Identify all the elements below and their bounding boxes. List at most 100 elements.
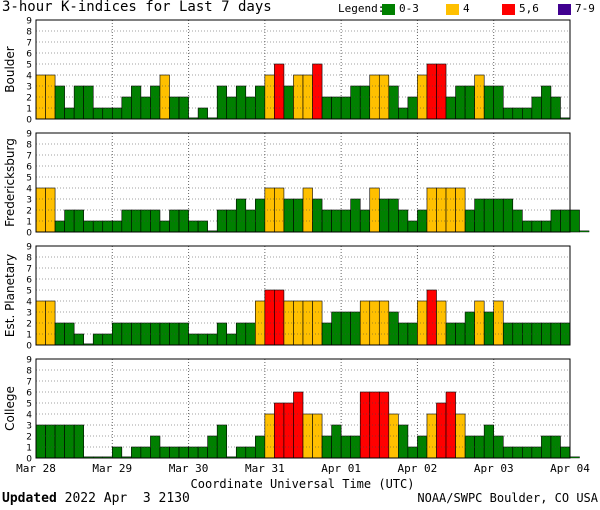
k-index-bar [426, 63, 437, 120]
x-tick-label: Apr 04 [550, 462, 590, 475]
k-index-bar [359, 209, 371, 233]
k-index-bar [245, 446, 256, 459]
k-index-bar [54, 424, 65, 459]
k-index-bar [350, 311, 361, 346]
k-index-bar [140, 322, 151, 346]
k-index-bar [216, 424, 228, 459]
k-index-bar [569, 456, 580, 459]
k-index-bar [45, 187, 56, 233]
k-index-bar [407, 322, 418, 346]
k-index-bar [502, 446, 514, 459]
k-index-bar [312, 63, 323, 120]
k-index-bar [111, 107, 123, 120]
k-index-bar [64, 424, 75, 459]
y-tick-label: 5 [26, 61, 32, 71]
legend-item-label: 4 [463, 2, 470, 15]
panel-frame [35, 19, 571, 120]
k-index-bar [417, 74, 428, 120]
y-tick-label: 2 [26, 320, 32, 330]
k-index-bar [150, 322, 161, 346]
k-index-bar [436, 402, 447, 459]
k-index-bar [92, 220, 104, 233]
k-index-bar [197, 220, 208, 233]
k-index-bar [531, 96, 542, 120]
k-index-bar [64, 107, 75, 120]
k-index-bar [169, 446, 180, 459]
k-index-bar [541, 85, 552, 120]
k-index-bar [522, 107, 533, 120]
k-index-bar [512, 209, 523, 233]
y-tick-label: 8 [26, 141, 32, 151]
k-index-bar [417, 209, 428, 233]
k-index-bar [73, 85, 84, 120]
k-index-bar [54, 220, 65, 233]
y-tick-label: 2 [26, 433, 32, 443]
k-index-bar [235, 85, 247, 120]
y-tick-label: 3 [26, 196, 32, 206]
k-index-bar [426, 289, 437, 346]
y-tick-label: 6 [26, 389, 32, 399]
k-index-bar [512, 322, 523, 346]
k-index-bar [255, 85, 266, 120]
legend-swatch [558, 4, 571, 15]
k-index-bar [464, 311, 475, 346]
k-index-bar [45, 300, 56, 346]
k-index-bar [522, 322, 533, 346]
panel-label: Boulder [3, 46, 17, 93]
k-index-bar [369, 391, 380, 459]
k-index-bar [502, 107, 514, 120]
y-tick-label: 7 [26, 378, 32, 388]
k-index-bar [159, 446, 170, 459]
k-index-bar [531, 220, 542, 233]
y-tick-label: 0 [26, 116, 32, 126]
k-index-bar [417, 300, 428, 346]
k-index-bar [140, 209, 151, 233]
k-index-bar [264, 74, 275, 120]
k-index-bar [226, 333, 237, 346]
k-index-bar [455, 413, 466, 459]
panel-frame [35, 245, 571, 346]
chart-title: 3-hour K-indices for Last 7 days [2, 0, 272, 15]
y-tick-label: 3 [26, 309, 32, 319]
y-tick-label: 0 [26, 455, 32, 465]
k-index-bar [178, 446, 189, 459]
x-tick-label: Apr 01 [321, 462, 361, 475]
k-index-bar [45, 424, 56, 459]
k-index-bar [502, 198, 514, 233]
k-index-bar [474, 74, 485, 120]
k-index-bar [407, 96, 418, 120]
y-tick-label: 7 [26, 152, 32, 162]
k-index-bar [436, 63, 447, 120]
k-index-bar [302, 300, 313, 346]
y-tick-label: 1 [26, 331, 32, 341]
updated-value: 2022 Apr 3 2130 [56, 491, 190, 506]
k-index-bar [264, 413, 275, 459]
k-index-bar [541, 220, 552, 233]
k-index-bar [483, 198, 495, 233]
y-tick-label: 2 [26, 207, 32, 217]
k-index-bar [398, 107, 409, 120]
k-index-bar [350, 85, 361, 120]
y-tick-label: 4 [26, 411, 32, 421]
k-index-bar [111, 220, 123, 233]
k-index-bar [522, 446, 533, 459]
k-index-bar [131, 446, 142, 459]
x-tick-label: Mar 30 [169, 462, 209, 475]
y-tick-label: 8 [26, 367, 32, 377]
y-tick-label: 5 [26, 287, 32, 297]
k-index-bar [359, 391, 371, 459]
k-index-bar [312, 300, 323, 346]
y-tick-label: 7 [26, 39, 32, 49]
k-index-bar [302, 74, 313, 120]
y-tick-label: 8 [26, 28, 32, 38]
k-index-bar [188, 446, 199, 459]
k-index-bar [35, 300, 46, 346]
y-tick-label: 6 [26, 50, 32, 60]
k-index-bar [398, 424, 409, 459]
y-tick-label: 0 [26, 342, 32, 352]
y-tick-label: 9 [26, 356, 32, 366]
k-index-bar [531, 322, 542, 346]
k-index-bar [131, 85, 142, 120]
y-tick-label: 9 [26, 17, 32, 27]
k-index-bar [150, 209, 161, 233]
